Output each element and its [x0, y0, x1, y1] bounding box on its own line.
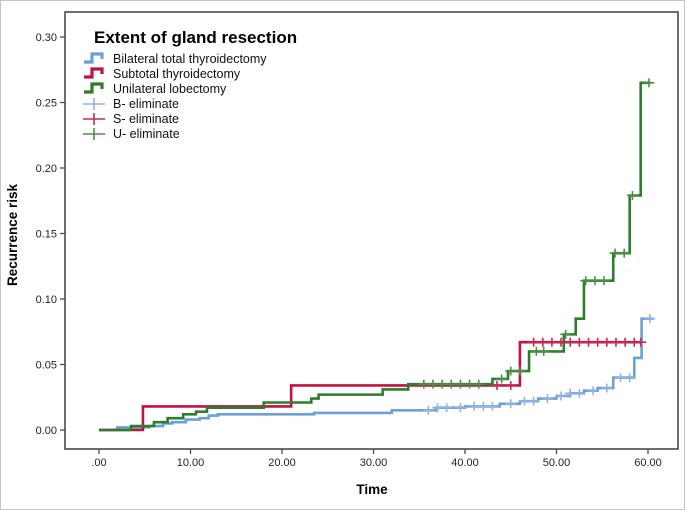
censor-marks [418, 78, 656, 415]
legend-label-b-eliminate: B- eliminate [113, 97, 179, 111]
axis-ticks: .00 10.00 20.00 30.00 40.00 50.00 60.00 0.00 0.0… [36, 32, 662, 469]
y-tick-label: 0.00 [36, 425, 57, 437]
censor-mark-0 [422, 405, 434, 415]
censor-mark-2 [598, 276, 610, 286]
censor-mark-0 [624, 373, 636, 383]
x-axis-title: Time [356, 482, 388, 497]
curve-1 [99, 340, 642, 432]
y-tick-label: 0.05 [36, 360, 57, 372]
legend-label-bilateral: Bilateral total thyroidectomy [113, 52, 267, 66]
censor-mark-0 [505, 399, 517, 409]
data-curves [99, 81, 654, 432]
censor-mark-2 [473, 379, 485, 389]
censor-mark-1 [505, 380, 517, 390]
x-tick-label: 50.00 [543, 457, 571, 469]
legend: Extent of gland resection Bilateral tota… [83, 28, 297, 141]
censor-mark-2 [560, 329, 572, 339]
legend-label-u-eliminate: U- eliminate [113, 127, 180, 141]
x-tick-label: .00 [91, 457, 106, 469]
censor-mark-0 [587, 386, 599, 396]
plot-frame [64, 11, 679, 450]
censor-mark-0 [555, 391, 567, 401]
censor-mark-1 [635, 337, 647, 347]
censor-mark-0 [644, 314, 656, 324]
legend-swatch-subtotal-step-icon [84, 67, 104, 79]
legend-label-s-eliminate: S- eliminate [113, 112, 179, 126]
y-tick-label: 0.10 [36, 294, 57, 306]
curve-2 [99, 81, 651, 432]
censor-mark-0 [486, 401, 498, 411]
censor-mark-2 [618, 248, 630, 258]
x-tick-label: 40.00 [451, 457, 479, 469]
censor-mark-2 [643, 78, 655, 88]
censor-mark-2 [514, 366, 526, 376]
censor-mark-2 [626, 191, 638, 201]
x-tick-label: 30.00 [360, 457, 388, 469]
censor-mark-2 [496, 374, 508, 384]
y-axis-title: Recurrence risk [5, 183, 20, 286]
censor-mark-2 [538, 346, 550, 356]
legend-label-unilateral: Unilateral lobectomy [113, 82, 227, 96]
legend-swatch-u-eliminate-plus-icon [83, 128, 105, 140]
legend-title: Extent of gland resection [94, 28, 297, 47]
legend-swatch-unilateral-step-icon [84, 82, 104, 94]
censor-mark-0 [573, 388, 585, 398]
y-tick-label: 0.25 [36, 98, 57, 110]
x-tick-label: 10.00 [177, 457, 205, 469]
censor-mark-0 [441, 403, 453, 413]
legend-swatch-b-eliminate-plus-icon [83, 98, 105, 110]
censor-mark-0 [454, 403, 466, 413]
x-tick-label: 20.00 [268, 457, 296, 469]
censor-mark-1 [491, 380, 503, 390]
x-tick-label: 60.00 [634, 457, 662, 469]
y-tick-label: 0.30 [36, 32, 57, 44]
censor-mark-0 [601, 383, 613, 393]
censor-mark-0 [528, 396, 540, 406]
y-tick-label: 0.20 [36, 163, 57, 175]
legend-label-subtotal: Subtotal thyroidectomy [113, 67, 241, 81]
legend-swatch-bilateral-step-icon [84, 52, 104, 64]
censor-mark-0 [541, 394, 553, 404]
y-tick-label: 0.15 [36, 229, 57, 241]
legend-swatch-s-eliminate-plus-icon [83, 113, 105, 125]
